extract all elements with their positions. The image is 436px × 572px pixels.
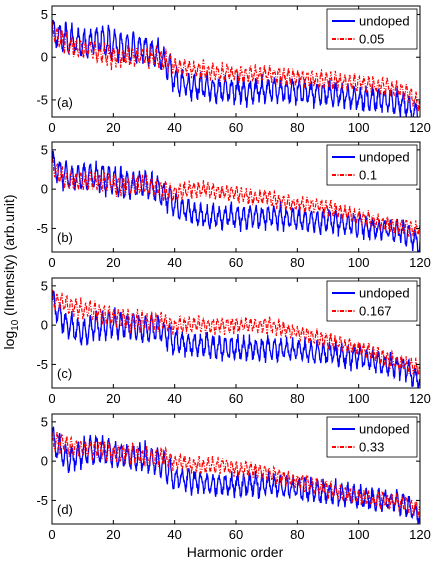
y-tick-label: 0: [41, 318, 48, 333]
x-tick-label: 20: [106, 391, 120, 406]
series-line-undoped: [52, 19, 419, 117]
y-axis-label-rest: (Intensity) (arb.unit): [1, 194, 17, 319]
x-tick-label: 80: [290, 527, 304, 542]
legend-box: [326, 416, 418, 458]
x-tick-label: 80: [290, 391, 304, 406]
legend-entry: undoped: [359, 150, 410, 165]
x-tick-label: 20: [106, 527, 120, 542]
x-tick-label: 60: [229, 255, 243, 270]
x-tick-label: 60: [229, 391, 243, 406]
panel-3: 0 20 40 60 80 100 120 -5 0 5 (c) undoped 0.167: [36, 277, 431, 406]
x-tick-label: 60: [229, 527, 243, 542]
panel-2: 0 20 40 60 80 100 120 -5 0 5 (b) undoped 0.1: [36, 141, 431, 270]
y-tick-label: -5: [36, 221, 48, 236]
y-axis-label-log: log: [1, 331, 17, 350]
y-tick-label: 5: [41, 414, 48, 429]
y-axis-label-sub: 10: [10, 319, 21, 331]
y-tick-label: 0: [41, 50, 48, 65]
x-tick-label: 100: [348, 255, 370, 270]
x-tick-label: 40: [167, 255, 181, 270]
legend-entry: 0.167: [359, 304, 392, 319]
panel-label: (b): [57, 230, 73, 245]
x-tick-label: 0: [48, 120, 55, 135]
x-tick-label: 100: [348, 527, 370, 542]
x-tick-label: 40: [167, 391, 181, 406]
x-tick-label: 40: [167, 527, 181, 542]
legend-entry: 0.1: [359, 168, 377, 183]
x-tick-label: 100: [348, 120, 370, 135]
y-tick-label: 5: [41, 278, 48, 293]
legend-entry: undoped: [359, 286, 410, 301]
y-axis-label: log10 (Intensity) (arb.unit): [1, 194, 21, 349]
y-tick-label: 0: [41, 182, 48, 197]
series-line-doped: [52, 21, 420, 112]
y-tick-label: -5: [36, 357, 48, 372]
x-tick-label: 20: [106, 120, 120, 135]
x-tick-label: 80: [290, 120, 304, 135]
x-tick-label: 20: [106, 255, 120, 270]
y-tick-label: 0: [41, 454, 48, 469]
x-axis-label: Harmonic order: [187, 544, 284, 560]
series-line-undoped: [52, 290, 420, 388]
x-tick-label: 120: [409, 527, 431, 542]
legend-box: [326, 8, 418, 50]
legend-entry: undoped: [359, 422, 410, 437]
legend-entry: 0.05: [359, 32, 384, 47]
legend: undoped 0.05: [326, 8, 418, 50]
legend-box: [326, 280, 418, 322]
panel-4: 0 20 40 60 80 100 120 -5 0 5 (d) undoped 0.33: [36, 413, 431, 542]
x-tick-label: 40: [167, 120, 181, 135]
x-tick-label: 0: [48, 255, 55, 270]
panel-label: (d): [57, 502, 73, 517]
y-tick-label: -5: [36, 493, 48, 508]
legend-entry: 0.33: [359, 440, 384, 455]
panel-label: (c): [57, 366, 72, 381]
x-tick-label: 60: [229, 120, 243, 135]
series-line-doped: [52, 158, 420, 237]
series-line-doped: [52, 289, 420, 376]
x-tick-label: 0: [48, 391, 55, 406]
y-tick-label: 5: [41, 7, 48, 22]
legend: undoped 0.1: [326, 144, 418, 186]
y-tick-label: 5: [41, 142, 48, 157]
x-tick-label: 0: [48, 527, 55, 542]
x-tick-label: 120: [409, 255, 431, 270]
legend-box: [326, 144, 418, 186]
legend-entry: undoped: [359, 14, 410, 29]
series-line-doped: [52, 431, 420, 518]
x-tick-label: 100: [348, 391, 370, 406]
panel-label: (a): [57, 95, 73, 110]
x-tick-label: 120: [409, 391, 431, 406]
legend: undoped 0.167: [326, 280, 418, 322]
y-tick-label: -5: [36, 92, 48, 107]
x-tick-label: 120: [409, 120, 431, 135]
series-line-undoped: [52, 150, 420, 252]
legend: undoped 0.33: [326, 416, 418, 458]
x-tick-label: 80: [290, 255, 304, 270]
